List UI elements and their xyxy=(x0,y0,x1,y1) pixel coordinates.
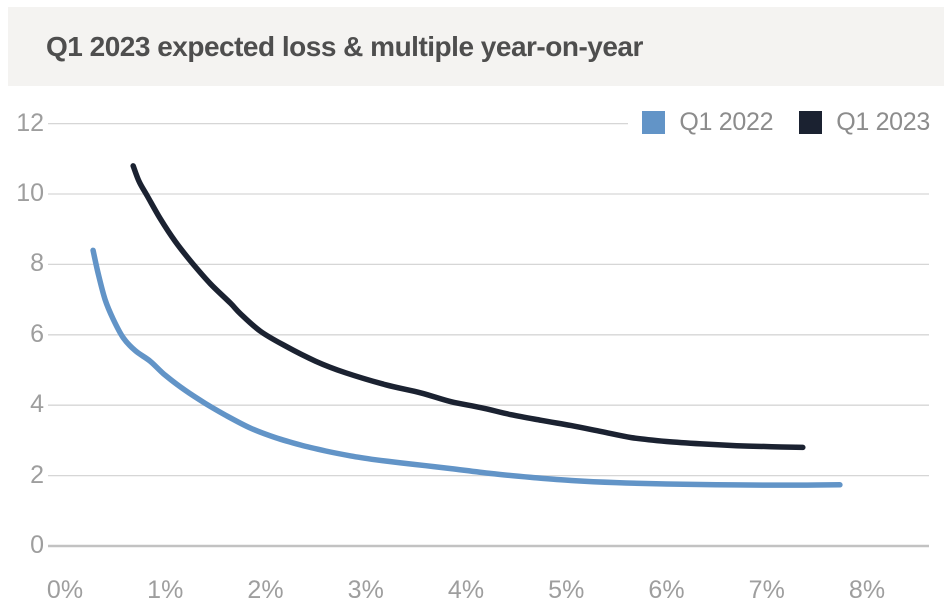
y-tick-label: 2 xyxy=(30,460,44,489)
y-tick-label: 8 xyxy=(30,249,44,278)
x-tick-label: 3% xyxy=(347,576,384,604)
x-tick-label: 7% xyxy=(748,576,785,604)
x-tick-label: 2% xyxy=(247,576,284,604)
legend-swatch-q1-2022-icon xyxy=(642,110,666,134)
chart-title: Q1 2023 expected loss & multiple year-on… xyxy=(46,30,643,62)
legend-swatch-q1-2023-icon xyxy=(799,110,823,134)
series-line-q1-2023 xyxy=(130,163,806,451)
legend: Q1 2022 Q1 2023 xyxy=(628,104,930,140)
chart-header: Q1 2023 expected loss & multiple year-on… xyxy=(8,7,944,86)
x-tick-label: 5% xyxy=(548,576,585,604)
x-tick-label: 4% xyxy=(447,576,485,604)
x-tick-label: 8% xyxy=(848,576,886,604)
y-tick-label: 12 xyxy=(16,108,44,137)
legend-label-q1-2023: Q1 2023 xyxy=(836,107,930,136)
y-tick-label: 10 xyxy=(16,178,44,207)
series-line-q1-2022 xyxy=(90,247,843,488)
x-tick-label: 6% xyxy=(648,576,685,604)
y-tick-label: 4 xyxy=(30,390,44,419)
legend-item-q1-2022: Q1 2022 xyxy=(642,108,773,137)
y-tick-label: 0 xyxy=(30,530,44,559)
y-tick-label: 6 xyxy=(30,319,44,348)
x-tick-label: 0% xyxy=(46,576,84,604)
legend-item-q1-2023: Q1 2023 xyxy=(799,108,930,137)
legend-label-q1-2022: Q1 2022 xyxy=(679,107,774,136)
x-tick-label: 1% xyxy=(147,576,184,604)
